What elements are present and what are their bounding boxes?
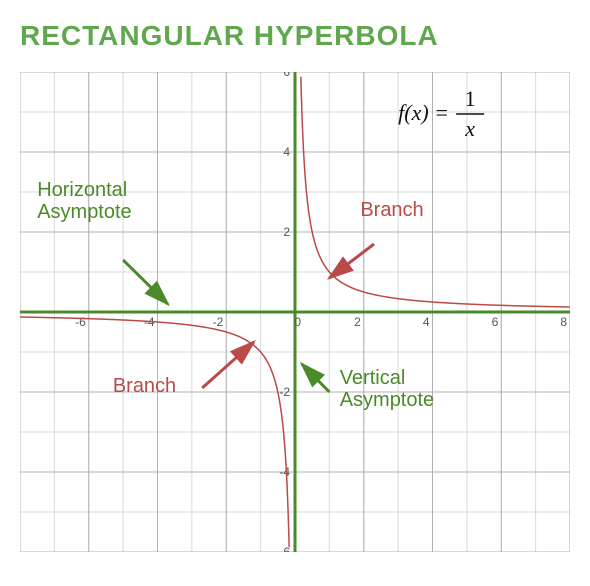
- svg-text:Horizontal: Horizontal: [37, 179, 127, 201]
- y-tick-label: 2: [283, 225, 290, 239]
- y-tick-label: -4: [279, 465, 290, 479]
- svg-text:Asymptote: Asymptote: [340, 389, 434, 411]
- svg-text:Asymptote: Asymptote: [37, 201, 131, 223]
- y-tick-label: 6: [283, 72, 290, 79]
- x-tick-label: 8: [560, 315, 567, 329]
- y-tick-label: 4: [283, 145, 290, 159]
- x-tick-label: -2: [213, 315, 224, 329]
- x-tick-label: -6: [75, 315, 86, 329]
- x-tick-label: 4: [423, 315, 430, 329]
- x-tick-label: 2: [354, 315, 361, 329]
- svg-text:1: 1: [465, 86, 476, 111]
- svg-text:f(x) =: f(x) =: [398, 100, 449, 125]
- y-tick-label: -2: [279, 385, 290, 399]
- svg-text:Vertical: Vertical: [340, 367, 406, 389]
- x-tick-label: 6: [492, 315, 499, 329]
- x-tick-label: 0: [294, 315, 301, 329]
- hyperbola-chart: -8-6-4-202468-6-4-2246f(x) =1xHorizontal…: [20, 72, 570, 552]
- svg-text:Branch: Branch: [113, 375, 176, 397]
- chart-svg: -8-6-4-202468-6-4-2246f(x) =1xHorizontal…: [20, 72, 570, 552]
- page-title: RECTANGULAR HYPERBOLA: [20, 20, 570, 52]
- svg-text:Branch: Branch: [360, 199, 423, 221]
- svg-text:x: x: [464, 116, 475, 141]
